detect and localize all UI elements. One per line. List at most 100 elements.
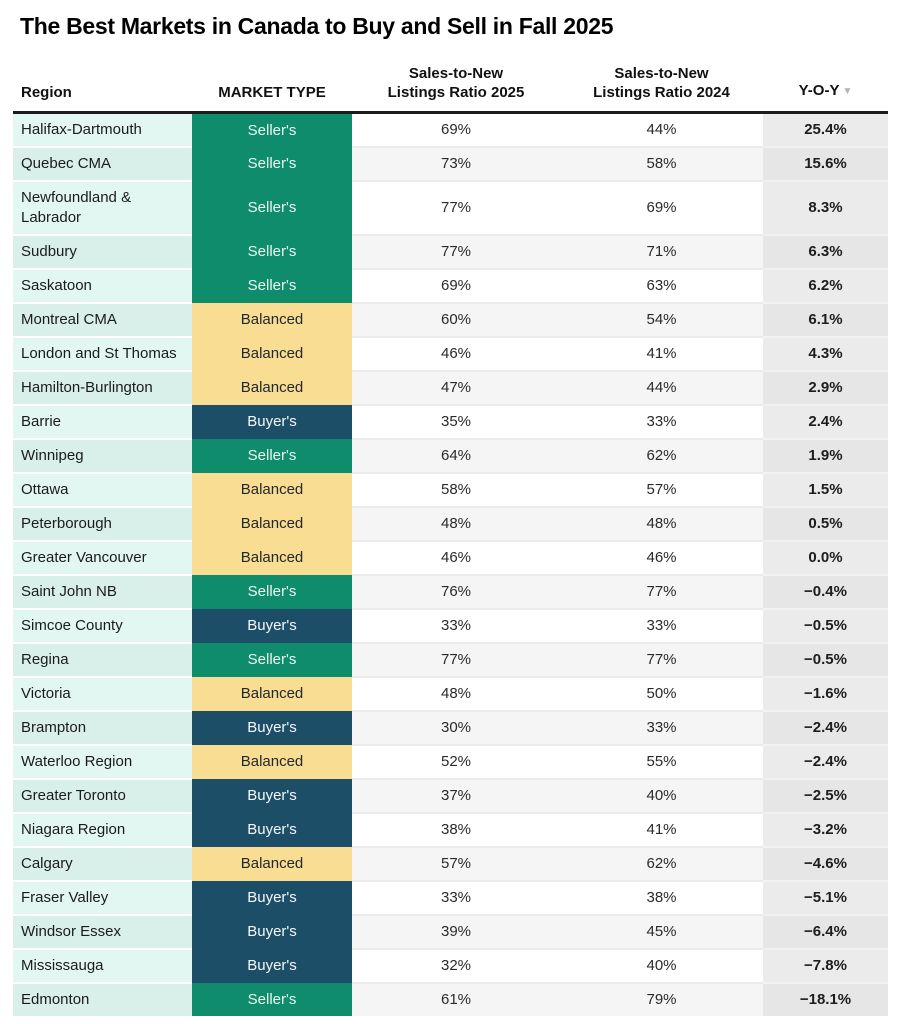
ratio-2024-cell: 33% xyxy=(560,608,763,643)
ratio-2025-cell: 37% xyxy=(352,778,560,813)
table-row: Saskatoon Seller's 69% 63% 6.2% xyxy=(13,268,888,303)
table-row: Greater Toronto Buyer's 37% 40% −2.5% xyxy=(13,778,888,813)
market-type-cell: Balanced xyxy=(192,745,352,779)
region-cell: Mississauga xyxy=(13,948,192,983)
market-type-cell: Seller's xyxy=(192,112,352,147)
header-region-label: Region xyxy=(21,84,72,101)
ratio-2025-cell: 46% xyxy=(352,540,560,575)
table-row: Quebec CMA Seller's 73% 58% 15.6% xyxy=(13,146,888,181)
table-row: Peterborough Balanced 48% 48% 0.5% xyxy=(13,506,888,541)
yoy-cell: −2.4% xyxy=(763,710,888,745)
ratio-2024-cell: 44% xyxy=(560,112,763,147)
ratio-2025-cell: 69% xyxy=(352,112,560,147)
ratio-2024-cell: 54% xyxy=(560,302,763,337)
table-row: London and St Thomas Balanced 46% 41% 4.… xyxy=(13,336,888,371)
table-row: Ottawa Balanced 58% 57% 1.5% xyxy=(13,472,888,507)
header-ratio-2025-line2: Listings Ratio 2025 xyxy=(387,84,525,101)
yoy-cell: 4.3% xyxy=(763,336,888,371)
ratio-2025-cell: 61% xyxy=(352,982,560,1016)
ratio-2024-cell: 50% xyxy=(560,676,763,711)
region-cell: Saint John NB xyxy=(13,574,192,609)
sort-desc-icon[interactable]: ▼ xyxy=(842,86,853,97)
region-cell: Montreal CMA xyxy=(13,302,192,337)
header-row: Region MARKET TYPE Sales-to-New Listings… xyxy=(13,64,888,114)
ratio-2025-cell: 73% xyxy=(352,146,560,181)
yoy-cell: −7.8% xyxy=(763,948,888,983)
header-ratio-2024-line2: Listings Ratio 2024 xyxy=(593,84,730,101)
ratio-2024-cell: 33% xyxy=(560,710,763,745)
ratio-2024-cell: 62% xyxy=(560,438,763,473)
table-row: Hamilton-Burlington Balanced 47% 44% 2.9… xyxy=(13,370,888,405)
table-row: Sudbury Seller's 77% 71% 6.3% xyxy=(13,234,888,269)
yoy-cell: 0.5% xyxy=(763,506,888,541)
region-cell: Waterloo Region xyxy=(13,744,192,779)
ratio-2025-cell: 77% xyxy=(352,642,560,677)
table-row: Newfoundland & Labrador Seller's 77% 69%… xyxy=(13,180,888,235)
header-market-type: MARKET TYPE xyxy=(192,64,352,114)
ratio-2025-cell: 60% xyxy=(352,302,560,337)
ratio-2024-cell: 55% xyxy=(560,744,763,779)
market-type-cell: Balanced xyxy=(192,541,352,575)
yoy-cell: 1.5% xyxy=(763,472,888,507)
yoy-cell: 2.4% xyxy=(763,404,888,439)
yoy-cell: −0.5% xyxy=(763,642,888,677)
yoy-cell: 25.4% xyxy=(763,112,888,147)
region-cell: Peterborough xyxy=(13,506,192,541)
yoy-cell: −2.4% xyxy=(763,744,888,779)
region-cell: Newfoundland & Labrador xyxy=(13,180,192,235)
table-row: Windsor Essex Buyer's 39% 45% −6.4% xyxy=(13,914,888,949)
ratio-2024-cell: 62% xyxy=(560,846,763,881)
yoy-cell: 2.9% xyxy=(763,370,888,405)
region-cell: Regina xyxy=(13,642,192,677)
header-ratio-2024: Sales-to-New Listings Ratio 2024 xyxy=(560,64,763,114)
ratio-2025-cell: 35% xyxy=(352,404,560,439)
market-type-cell: Buyer's xyxy=(192,711,352,745)
market-type-cell: Seller's xyxy=(192,439,352,473)
ratio-2025-cell: 52% xyxy=(352,744,560,779)
header-market-type-label: MARKET TYPE xyxy=(218,84,326,101)
ratio-2025-cell: 46% xyxy=(352,336,560,371)
ratio-2025-cell: 76% xyxy=(352,574,560,609)
table-body: Halifax-Dartmouth Seller's 69% 44% 25.4%… xyxy=(13,112,888,1016)
table-row: Waterloo Region Balanced 52% 55% −2.4% xyxy=(13,744,888,779)
yoy-cell: −3.2% xyxy=(763,812,888,847)
yoy-cell: 6.3% xyxy=(763,234,888,269)
ratio-2025-cell: 33% xyxy=(352,608,560,643)
market-type-cell: Seller's xyxy=(192,575,352,609)
region-cell: Sudbury xyxy=(13,234,192,269)
table-row: Mississauga Buyer's 32% 40% −7.8% xyxy=(13,948,888,983)
region-cell: Barrie xyxy=(13,404,192,439)
yoy-cell: 0.0% xyxy=(763,540,888,575)
market-type-cell: Balanced xyxy=(192,507,352,541)
market-type-cell: Seller's xyxy=(192,983,352,1016)
market-type-cell: Buyer's xyxy=(192,915,352,949)
region-cell: Victoria xyxy=(13,676,192,711)
ratio-2024-cell: 79% xyxy=(560,982,763,1016)
ratio-2025-cell: 39% xyxy=(352,914,560,949)
ratio-2025-cell: 77% xyxy=(352,180,560,235)
table-row: Niagara Region Buyer's 38% 41% −3.2% xyxy=(13,812,888,847)
region-cell: Halifax-Dartmouth xyxy=(13,112,192,147)
yoy-cell: −0.5% xyxy=(763,608,888,643)
market-type-cell: Seller's xyxy=(192,181,352,235)
region-cell: Simcoe County xyxy=(13,608,192,643)
market-type-cell: Balanced xyxy=(192,303,352,337)
ratio-2024-cell: 48% xyxy=(560,506,763,541)
ratio-2025-cell: 33% xyxy=(352,880,560,915)
region-cell: Ottawa xyxy=(13,472,192,507)
region-cell: Hamilton-Burlington xyxy=(13,370,192,405)
header-yoy[interactable]: Y-O-Y ▼ xyxy=(763,64,888,114)
table-row: Regina Seller's 77% 77% −0.5% xyxy=(13,642,888,677)
ratio-2024-cell: 69% xyxy=(560,180,763,235)
table-row: Winnipeg Seller's 64% 62% 1.9% xyxy=(13,438,888,473)
ratio-2025-cell: 57% xyxy=(352,846,560,881)
ratio-2025-cell: 64% xyxy=(352,438,560,473)
ratio-2024-cell: 38% xyxy=(560,880,763,915)
ratio-2024-cell: 41% xyxy=(560,812,763,847)
market-type-cell: Balanced xyxy=(192,337,352,371)
page-title: The Best Markets in Canada to Buy and Se… xyxy=(20,13,614,39)
region-cell: Calgary xyxy=(13,846,192,881)
ratio-2025-cell: 48% xyxy=(352,506,560,541)
yoy-cell: 6.1% xyxy=(763,302,888,337)
